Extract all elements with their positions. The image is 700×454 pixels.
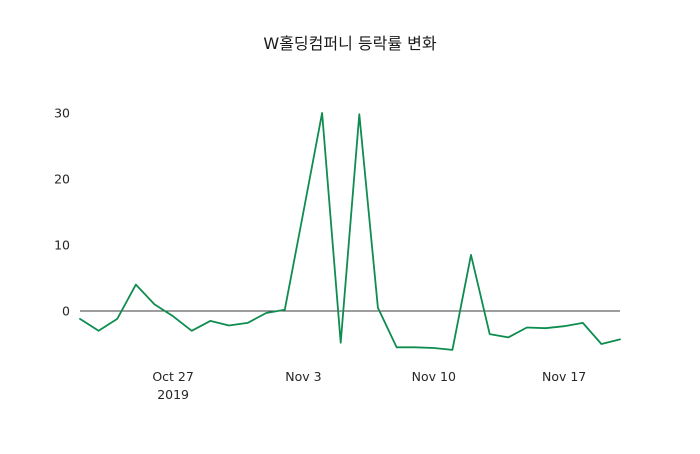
y-tick-label: 0 bbox=[62, 304, 70, 319]
x-tick-label: Nov 10 bbox=[412, 369, 456, 384]
x-tick-year-label: 2019 bbox=[157, 387, 189, 402]
y-tick-label: 20 bbox=[54, 172, 70, 187]
plot-area: 0 10 20 30 Oct 27 2019 Nov 3 Nov 10 Nov 17 bbox=[54, 106, 621, 402]
x-tick-label: Nov 17 bbox=[542, 369, 586, 384]
y-tick-label: 30 bbox=[54, 106, 70, 121]
price-change-line bbox=[79, 112, 621, 351]
x-tick-label: Nov 3 bbox=[285, 369, 321, 384]
y-tick-label: 10 bbox=[54, 238, 70, 253]
x-tick-label: Oct 27 bbox=[152, 369, 194, 384]
chart-title: W홀딩컴퍼니 등락률 변화 bbox=[263, 34, 436, 53]
